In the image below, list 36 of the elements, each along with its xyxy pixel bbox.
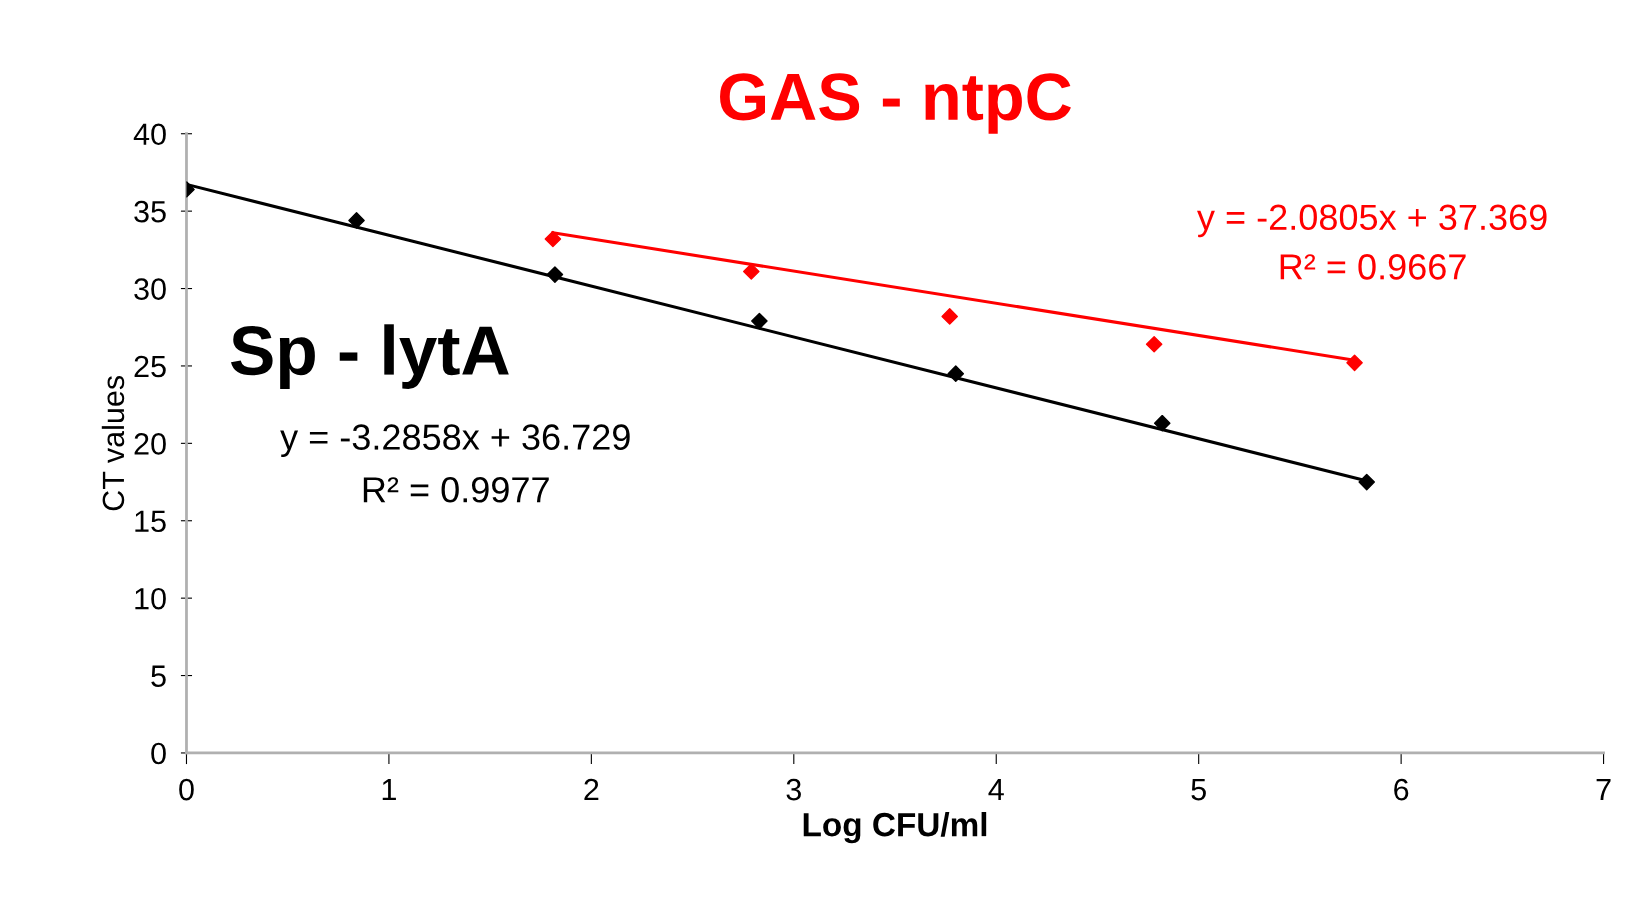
annotation: y = -2.0805x + 37.369	[1197, 204, 1547, 238]
x-axis-title: Log CFU/ml	[803, 811, 987, 844]
x-tick-label: 2	[584, 778, 599, 801]
point	[348, 212, 365, 229]
y-tick-label: 10	[135, 587, 166, 610]
y-tick-label: 25	[134, 355, 166, 378]
x-tick-label: 3	[786, 778, 801, 801]
point	[1145, 335, 1163, 353]
point	[941, 308, 958, 325]
x-tick-label: 5	[1191, 779, 1206, 801]
annotation: Sp - lytA	[230, 324, 509, 390]
x-tick-label: 1	[382, 779, 396, 801]
annotation: R² = 0.9977	[363, 477, 549, 503]
point	[742, 263, 760, 280]
x-tick-label: 6	[1394, 778, 1409, 801]
y-axis-title: CT values	[101, 375, 125, 511]
annotation: R² = 0.9667	[1280, 254, 1466, 280]
point	[1153, 414, 1171, 432]
x-tick-label: 0	[179, 778, 194, 801]
point	[544, 230, 562, 248]
y-tick-label: 15	[135, 510, 166, 533]
y-tick-label: 20	[134, 433, 166, 455]
point	[1358, 473, 1376, 491]
x-tick-label: 7	[1596, 779, 1611, 801]
y-tick-label: 0	[151, 742, 166, 765]
y-tick-label: 5	[151, 665, 166, 687]
x-tick-label: 4	[988, 779, 1004, 801]
point	[751, 312, 768, 330]
y-tick-label: 40	[133, 123, 166, 146]
point	[1346, 354, 1363, 372]
chart-title: GAS - ntpC	[720, 73, 1071, 134]
annotation: y = -3.2858x + 36.729	[280, 424, 630, 458]
point	[947, 365, 965, 382]
y-tick-label: 35	[134, 200, 166, 223]
point	[546, 266, 564, 283]
y-tick-label: 30	[134, 278, 166, 300]
